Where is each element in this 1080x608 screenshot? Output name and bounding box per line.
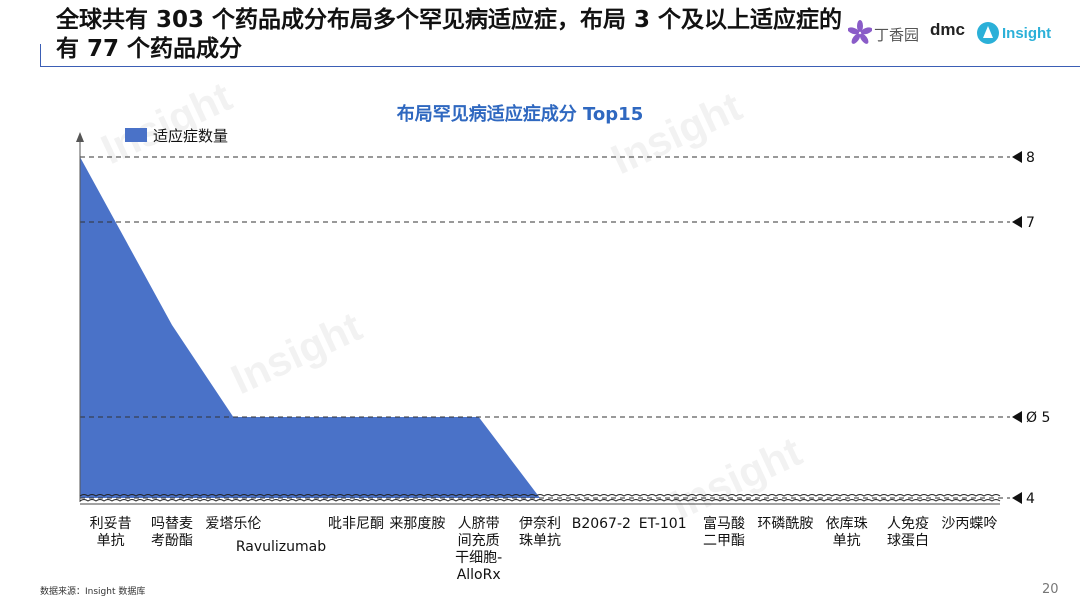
category-label-line: 吡非尼酮 [328,516,384,532]
category-label-line: 吗替麦 [151,516,193,532]
dmc-logo: dmc [930,20,974,50]
category-label-line: 伊奈利 [519,516,561,532]
data-source-note: 数据来源：Insight 数据库 [40,587,146,597]
dxy-flower-icon [847,20,873,44]
category-label-line: B2067-2 [572,516,631,532]
category-label-line: 来那度胺 [389,516,445,532]
category-label-line: Ravulizumab [236,539,326,555]
category-label: 来那度胺 [389,516,445,532]
insight-logo-text: Insight [1002,25,1052,42]
legend-swatch [125,128,147,142]
category-label: 人脐带间充质干细胞-AlloRx [455,516,502,583]
watermark: Insight [94,72,239,173]
page-number: 20 [1042,582,1059,597]
y-axis-arrow-icon [76,132,84,142]
category-label-line: 单抗 [97,533,125,549]
watermark: Insight [604,82,749,183]
reference-arrow-icon [1012,151,1022,163]
dxy-logo-text: 丁香园 [874,26,920,44]
category-label-line: 富马酸 [703,515,745,532]
category-label: ET-101 [639,516,687,532]
category-label-line: 考酚酯 [151,533,193,549]
category-label-line: 利妥昔 [90,516,132,532]
category-label-line: 单抗 [833,533,861,549]
category-label-line: 干细胞- [455,550,502,566]
title-divider [40,66,1080,67]
category-label: 沙丙蝶呤 [941,516,997,532]
axis-break-line [79,494,1001,497]
reference-label: 4 [1026,491,1035,507]
category-label-line: ET-101 [639,516,687,532]
category-label-line: 人脐带 [458,516,500,532]
reference-label: 7 [1026,215,1035,231]
dxy-logo: 丁香园 [847,20,928,50]
category-label: 吡非尼酮 [328,516,384,532]
category-label-line: 沙丙蝶呤 [941,516,997,532]
reference-arrow-icon [1012,216,1022,228]
reference-arrow-icon [1012,492,1022,504]
area-series [80,157,1000,498]
axis-break-line [79,499,1001,502]
reference-arrow-icon [1012,411,1022,423]
insight-logo: Insight [976,20,1056,50]
category-label: 利妥昔单抗 [90,516,132,549]
category-label: Ravulizumab [236,539,326,555]
category-label: 爱塔乐伦 [205,516,261,532]
insight-mark-icon [977,22,999,44]
category-label: 富马酸二甲酯 [703,515,745,549]
legend-label: 适应症数量 [153,127,228,145]
page-title: 全球共有 303 个药品成分布局多个罕见病适应症，布局 3 个及以上适应症的有 … [56,7,843,62]
reference-label: Ø 5 [1026,410,1050,426]
title-accent-line [40,44,41,66]
category-label-line: 间充质 [458,533,500,549]
category-label-line: 珠单抗 [519,533,561,549]
category-label-line: 球蛋白 [887,533,929,549]
reference-label: 8 [1026,150,1035,166]
chart-title: 布局罕见病适应症成分 Top15 [397,103,643,125]
category-label-line: AlloRx [457,567,501,583]
category-label: 环磷酰胺 [757,516,813,532]
category-label: B2067-2 [572,516,631,532]
category-label: 依库珠单抗 [826,516,868,549]
category-label-line: 人免疫 [887,516,929,532]
dmc-logo-text: dmc [930,20,965,39]
category-label-line: 环磷酰胺 [757,516,813,532]
category-label: 人免疫球蛋白 [887,516,929,549]
watermark: Insight [224,302,369,403]
category-label-line: 二甲酯 [703,533,745,549]
category-label: 吗替麦考酚酯 [151,516,193,549]
category-label: 伊奈利珠单抗 [519,516,561,549]
category-label-line: 爱塔乐伦 [205,516,261,532]
watermark: Insight [664,427,809,528]
category-label-line: 依库珠 [826,516,868,532]
